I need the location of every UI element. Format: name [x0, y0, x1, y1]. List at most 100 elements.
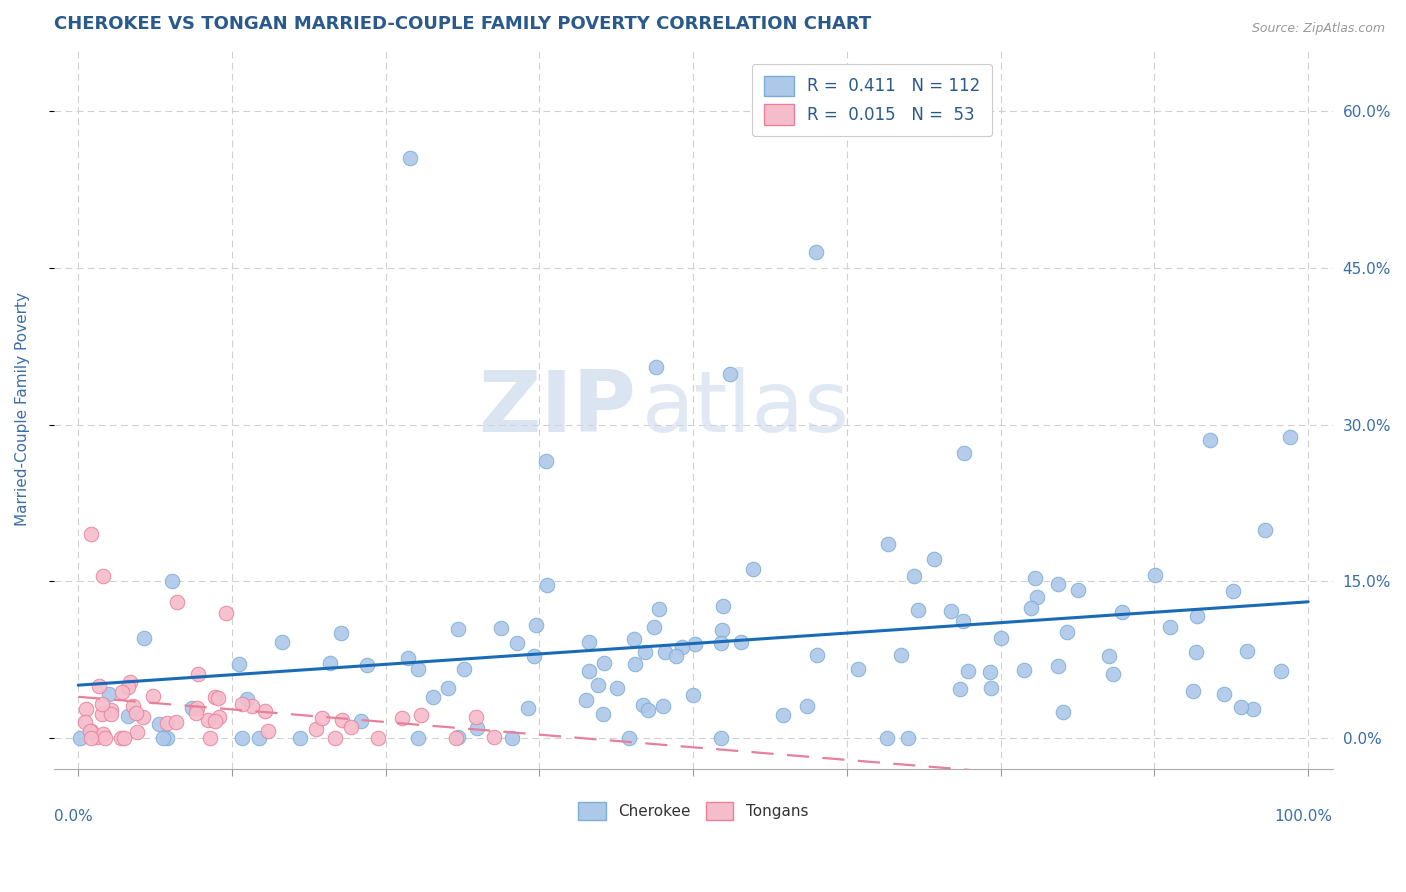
Point — [1222, 583, 1244, 598]
Point — [79, 723, 101, 738]
Point — [730, 635, 752, 649]
Text: atlas: atlas — [643, 368, 851, 450]
Point — [1270, 664, 1292, 678]
Point — [980, 681, 1002, 695]
Point — [877, 537, 900, 551]
Text: ZIP: ZIP — [478, 368, 636, 450]
Point — [340, 720, 363, 734]
Point — [711, 623, 734, 637]
Point — [350, 714, 373, 728]
Point — [422, 690, 444, 705]
Text: CHEROKEE VS TONGAN MARRIED-COUPLE FAMILY POVERTY CORRELATION CHART: CHEROKEE VS TONGAN MARRIED-COUPLE FAMILY… — [53, 15, 870, 33]
Point — [1185, 608, 1208, 623]
Point — [330, 713, 353, 727]
Point — [204, 690, 226, 704]
Point — [710, 731, 733, 745]
Point — [1254, 523, 1277, 537]
Point — [142, 689, 165, 703]
Point — [160, 574, 183, 588]
Point — [1024, 571, 1046, 585]
Point — [796, 698, 818, 713]
Point — [90, 706, 112, 721]
Point — [131, 710, 153, 724]
Point — [637, 703, 659, 717]
Point — [634, 645, 657, 659]
Point — [534, 454, 557, 468]
Point — [578, 635, 600, 649]
Point — [69, 731, 91, 745]
Point — [100, 706, 122, 721]
Point — [399, 151, 422, 165]
Point — [806, 245, 828, 260]
Point — [482, 730, 505, 744]
Point — [952, 446, 974, 460]
Point — [97, 687, 120, 701]
Point — [444, 731, 467, 745]
Point — [118, 674, 141, 689]
Point — [682, 688, 704, 702]
Point — [990, 631, 1012, 645]
Point — [489, 621, 512, 635]
Point — [391, 711, 413, 725]
Point — [180, 701, 202, 715]
Point — [110, 731, 132, 745]
Point — [606, 681, 628, 695]
Point — [1159, 620, 1181, 634]
Point — [235, 692, 257, 706]
Point — [100, 703, 122, 717]
Point — [197, 713, 219, 727]
Point — [1056, 624, 1078, 639]
Point — [436, 681, 458, 695]
Point — [523, 648, 546, 663]
Point — [253, 704, 276, 718]
Point — [645, 360, 668, 375]
Point — [501, 731, 523, 745]
Point — [247, 731, 270, 745]
Text: 100.0%: 100.0% — [1275, 809, 1333, 824]
Point — [75, 714, 97, 729]
Point — [924, 552, 946, 566]
Point — [231, 731, 253, 745]
Point — [79, 527, 101, 541]
Point — [311, 711, 333, 725]
Point — [741, 562, 763, 576]
Point — [256, 724, 278, 739]
Point — [624, 657, 647, 671]
Point — [1046, 658, 1069, 673]
Point — [710, 636, 733, 650]
Point — [75, 702, 97, 716]
Point — [186, 701, 208, 715]
Point — [1067, 583, 1090, 598]
Point — [536, 577, 558, 591]
Point — [1229, 700, 1251, 714]
Point — [79, 724, 101, 739]
Point — [1185, 645, 1208, 659]
Point — [643, 619, 665, 633]
Point — [1098, 649, 1121, 664]
Point — [152, 731, 174, 745]
Point — [86, 731, 108, 745]
Point — [1012, 663, 1035, 677]
Point — [907, 603, 929, 617]
Point — [1212, 687, 1234, 701]
Point — [408, 662, 430, 676]
Point — [631, 698, 654, 713]
Point — [683, 637, 706, 651]
Point — [648, 602, 671, 616]
Point — [952, 614, 974, 628]
Point — [125, 724, 148, 739]
Point — [305, 722, 328, 736]
Point — [166, 595, 188, 609]
Point — [593, 656, 616, 670]
Point — [1278, 430, 1301, 444]
Point — [979, 665, 1001, 680]
Point — [186, 706, 208, 720]
Point — [204, 714, 226, 729]
Point — [575, 692, 598, 706]
Point — [356, 657, 378, 672]
Point — [447, 730, 470, 744]
Point — [319, 657, 342, 671]
Point — [939, 604, 962, 618]
Point — [718, 368, 741, 382]
Point — [1102, 666, 1125, 681]
